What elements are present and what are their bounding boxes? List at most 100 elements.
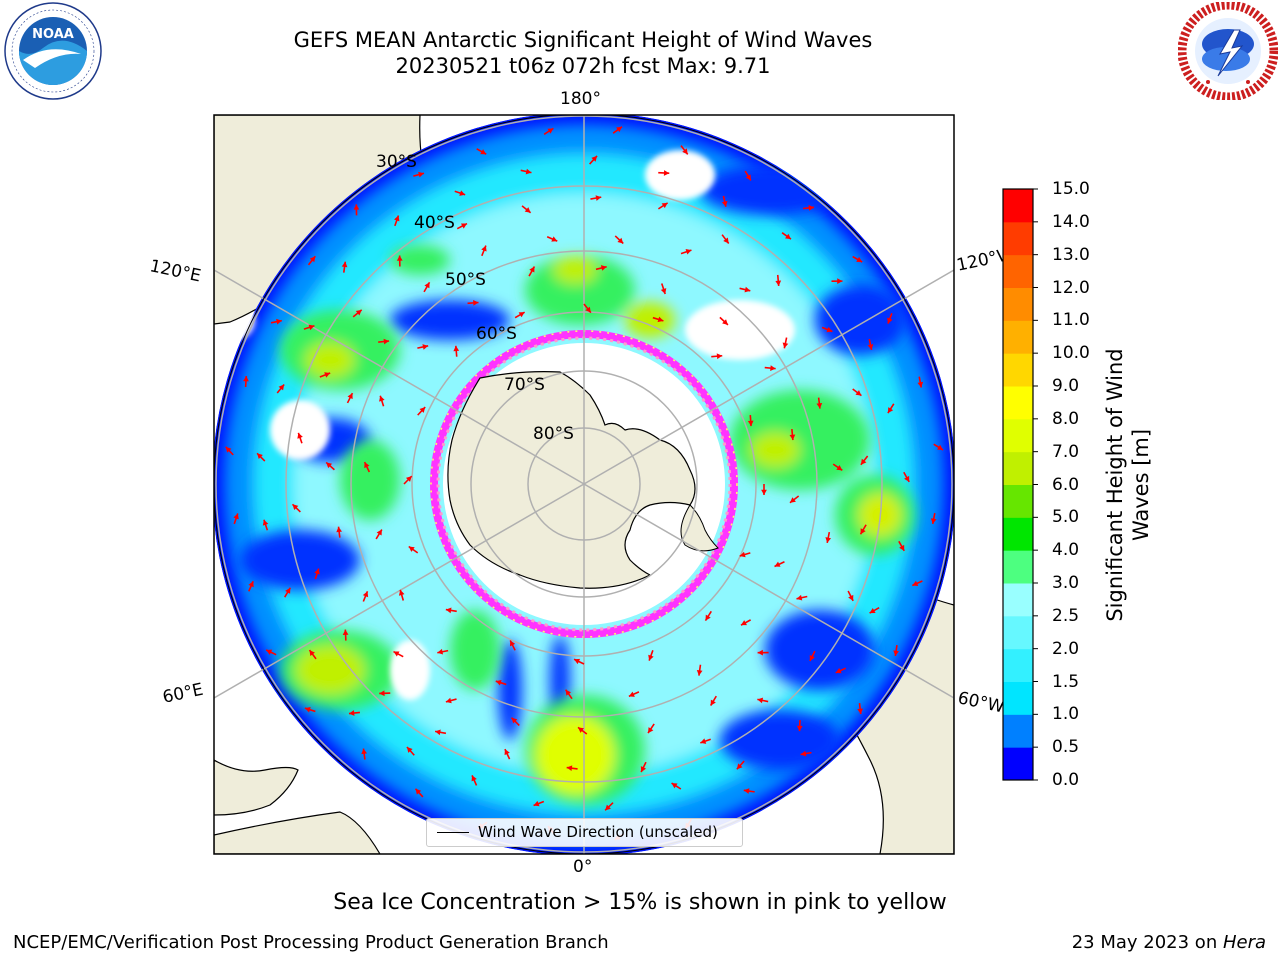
wave-arrow-head <box>835 667 842 674</box>
wave-arrow-head <box>418 171 424 178</box>
wave-arrow-head <box>243 376 249 382</box>
wave-arrow-head <box>424 282 430 289</box>
wave-arrow-head <box>533 800 540 807</box>
legend-label: Wind Wave Direction (unscaled) <box>478 823 718 841</box>
wave-arrow-head <box>848 594 854 601</box>
wave-arrow-head <box>379 395 385 402</box>
lat-label-70s: 70°S <box>504 375 545 395</box>
wave-arrow-head <box>648 727 654 734</box>
wave-arrow-head <box>445 607 452 614</box>
wave-arrow-head <box>857 708 864 715</box>
wave-arrow-head <box>481 245 487 252</box>
wave-arrow-head <box>600 265 607 271</box>
wave-arrow-head <box>937 444 944 450</box>
wave-arrow-head <box>796 594 803 601</box>
footer-date-text: 23 May 2023 on <box>1071 932 1223 953</box>
colorbar-bin <box>1003 418 1033 453</box>
colorbar-bin <box>1003 451 1033 485</box>
colorbar-tick-label: 5.0 <box>1052 507 1080 528</box>
wave-arrow-head <box>904 475 910 482</box>
wave-arrow-head <box>860 458 867 465</box>
wave-arrow-head <box>355 309 362 316</box>
colorbar-bin <box>1003 681 1033 715</box>
wave-arrow-head <box>887 407 894 414</box>
colorbar-tick-label: 3.0 <box>1052 573 1080 593</box>
wave-arrow-head <box>723 237 729 244</box>
antarctica <box>447 371 696 589</box>
wave-arrow-head <box>912 580 919 586</box>
wave-arrow-head <box>460 223 467 229</box>
wave-arrow-head <box>415 788 422 795</box>
lat-label-40s: 40°S <box>414 213 455 233</box>
wave-arrow-head <box>566 765 573 772</box>
colorbar-tick-label: 14.0 <box>1052 211 1090 232</box>
wave-arrow-head <box>585 306 591 313</box>
wave-arrow-head <box>379 690 385 697</box>
wave-arrow-head <box>789 497 796 503</box>
wave-arrow-head <box>785 233 791 240</box>
colorbar-bin <box>1003 189 1033 223</box>
wave-arrow-head <box>361 748 367 755</box>
wave-arrow-head <box>716 353 723 360</box>
wave-arrow-head <box>342 629 349 635</box>
wave-arrow-head <box>393 651 400 657</box>
wave-direction-arrows <box>225 126 944 841</box>
wave-arrow-head <box>445 697 452 704</box>
wave-arrow-head <box>314 568 320 575</box>
wave-arrow-head <box>348 710 355 716</box>
wave-arrow-head <box>747 420 754 427</box>
nws-logo <box>1178 2 1278 100</box>
wave-arrow-head <box>789 434 796 441</box>
colorbar-tick-label: 8.0 <box>1052 408 1080 429</box>
wave-arrow-head <box>309 256 316 263</box>
wave-arrow-head <box>480 149 487 155</box>
wave-arrow-head <box>262 519 269 526</box>
colorbar-bin <box>1003 517 1033 551</box>
wave-arrow-head <box>285 587 291 594</box>
wave-arrow-head <box>437 648 444 655</box>
wave-arrow-head <box>595 195 602 201</box>
wave-arrow-head <box>930 518 937 524</box>
wave-arrow-head <box>495 679 502 686</box>
colorbar-bin <box>1003 353 1033 387</box>
wave-arrow-head <box>761 489 767 495</box>
wave-arrow-head <box>233 513 239 520</box>
wave-arrow-head <box>248 581 254 588</box>
colorbar-bin <box>1003 221 1033 256</box>
lat-label-30s: 30°S <box>376 152 417 172</box>
wave-arrow-head <box>887 317 893 324</box>
colorbar-bin <box>1003 550 1033 584</box>
colorbar-title-line2: Waves [m] <box>1129 428 1153 542</box>
lon-label-180: 180° <box>560 89 601 109</box>
wave-arrow-head <box>225 446 232 453</box>
wave-arrow-head <box>292 504 299 511</box>
colorbar-title: Significant Height of Wind Waves [m] <box>1102 348 1154 621</box>
colorbar-title-line1: Significant Height of Wind <box>1103 348 1127 622</box>
wave-arrow-head <box>398 589 405 596</box>
wave-arrow-head <box>509 640 516 647</box>
wave-arrow-head <box>837 278 843 285</box>
lon-label-0: 0° <box>573 857 593 877</box>
colorbar-bin <box>1003 714 1033 748</box>
wave-arrow-head <box>529 266 535 273</box>
colorbar-tick-label: 13.0 <box>1052 244 1090 265</box>
wave-arrow-head <box>547 128 554 134</box>
wave-arrow-head <box>408 546 415 552</box>
wave-arrow-head <box>740 620 747 626</box>
wave-arrow-head <box>722 319 728 325</box>
wave-arrow-head <box>525 168 532 175</box>
wave-arrow-head <box>336 526 342 533</box>
legend-line-icon <box>437 832 469 833</box>
colorbar-tick-label: 2.0 <box>1052 638 1080 659</box>
wave-arrow-head <box>616 126 623 133</box>
colorbar-bin <box>1003 583 1033 617</box>
wave-arrow-head <box>362 591 369 598</box>
wave-arrow-head <box>774 561 781 567</box>
wave-arrow-head <box>406 747 413 753</box>
colorbar-bin <box>1003 648 1033 682</box>
wave-arrow-head <box>276 318 282 325</box>
colorbar-bin <box>1003 254 1033 288</box>
wave-arrow-head <box>353 204 360 210</box>
wave-arrow-head <box>745 174 751 181</box>
colorbar-tick-label: 9.0 <box>1052 376 1080 396</box>
